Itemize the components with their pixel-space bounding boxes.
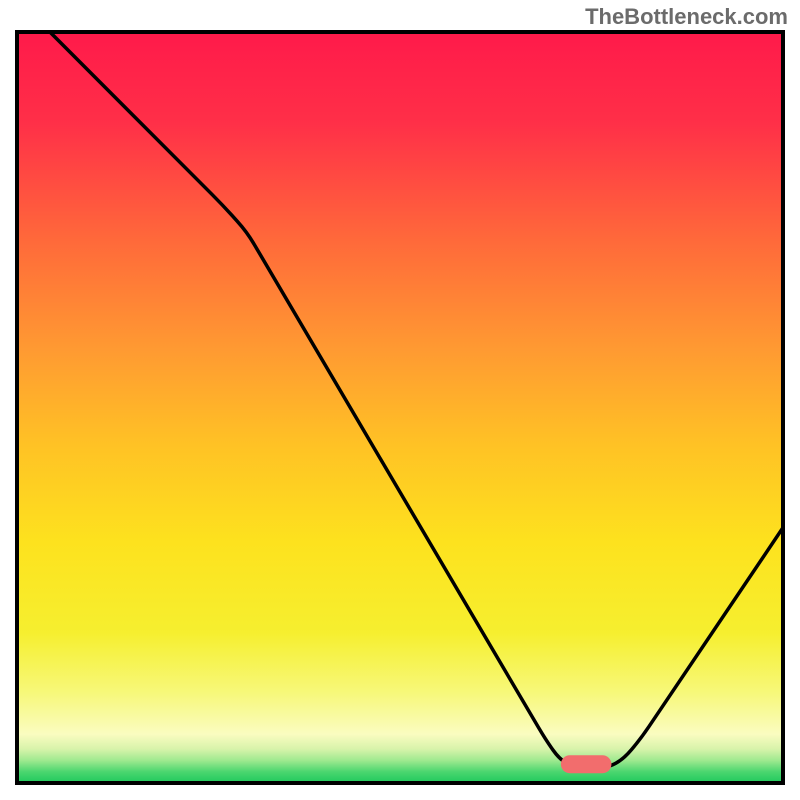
chart-container: TheBottleneck.com: [0, 0, 800, 800]
optimal-marker: [561, 755, 612, 773]
bottleneck-chart: [0, 0, 800, 800]
chart-background: [17, 32, 783, 783]
watermark-text: TheBottleneck.com: [585, 4, 788, 30]
